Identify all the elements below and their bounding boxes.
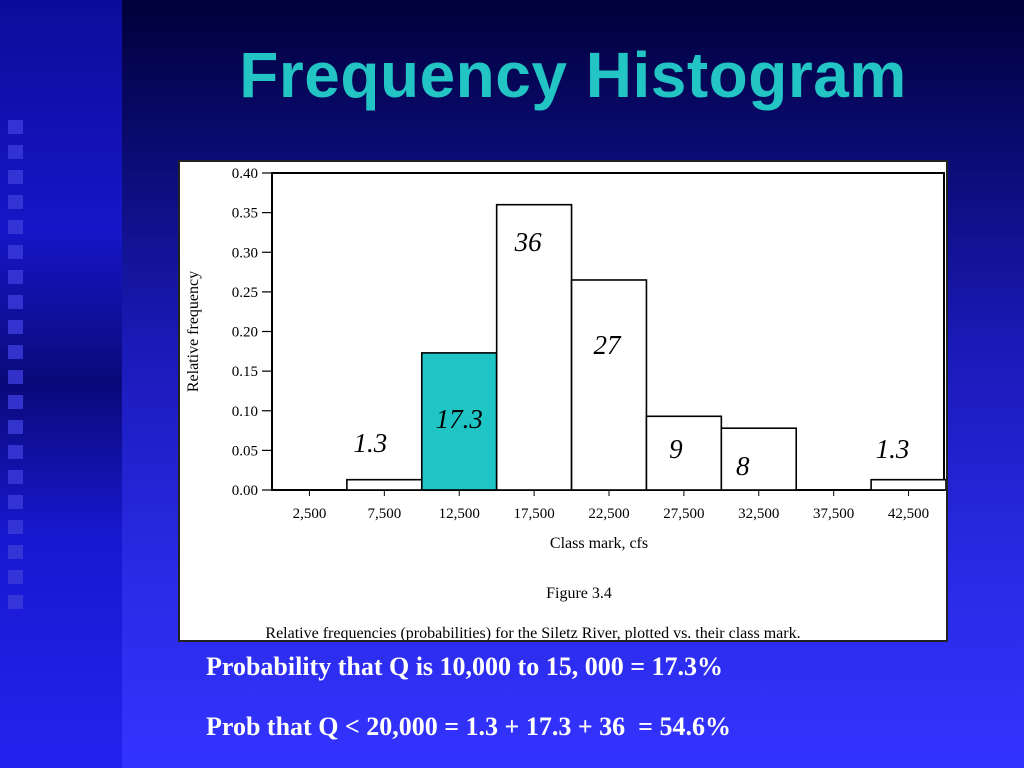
figure-caption: Relative frequencies (probabilities) for… [265,625,800,640]
x-tick-label: 12,500 [439,506,480,522]
x-tick-label: 42,500 [888,506,929,522]
bar-value-label: 17.3 [436,404,483,434]
x-tick-label: 32,500 [738,506,779,522]
x-tick-label: 22,500 [588,506,629,522]
decor-square [8,545,23,559]
bar-value-label: 1.3 [353,428,387,458]
bar-value-label: 27 [594,330,623,360]
bar-value-label: 8 [736,451,750,481]
histogram-bar [870,478,946,491]
y-tick-label: 0.40 [232,166,258,182]
decor-square [8,195,23,209]
y-tick-label: 0.10 [232,404,258,420]
decor-squares [8,120,26,620]
y-tick-label: 0.05 [232,443,258,459]
figure-label: Figure 3.4 [546,585,612,602]
decor-square [8,420,23,434]
x-tick-label: 27,500 [663,506,704,522]
decor-square [8,170,23,184]
decor-square [8,270,23,284]
decor-square [8,395,23,409]
bar-value-label: 36 [514,227,543,257]
decor-square [8,520,23,534]
x-axis-label: Class mark, cfs [550,535,648,552]
y-tick-label: 0.00 [232,483,258,499]
y-tick-label: 0.25 [232,285,258,301]
decor-square [8,570,23,584]
x-tick-label: 2,500 [293,506,327,522]
histogram-chart: 0.00 0.05 0.10 0.15 0.20 0.25 0.30 0.35 0.40 2,50… [185,166,946,640]
decor-square [8,320,23,334]
x-tick-label: 17,500 [513,506,554,522]
decor-square [8,595,23,609]
decor-square [8,370,23,384]
x-tick-label: 7,500 [367,506,401,522]
decor-square [8,470,23,484]
probability-statement-1: Probability that Q is 10,000 to 15, 000 … [206,652,724,681]
histogram-bar [570,279,648,491]
decor-square [8,220,23,234]
histogram-bar [645,415,723,491]
decor-square [8,445,23,459]
figure-panel: 0.00 0.05 0.10 0.15 0.20 0.25 0.30 0.35 0.40 2,50… [178,160,948,642]
left-decor-strip [0,0,122,768]
x-tick-label: 37,500 [813,506,854,522]
bar-value-label: 1.3 [876,434,910,464]
decor-square [8,345,23,359]
histogram-bar [346,478,423,491]
y-tick-label: 0.35 [232,206,258,222]
histogram-bar [720,427,798,491]
decor-square [8,145,23,159]
y-tick-label: 0.30 [232,245,258,261]
bar-value-label: 9 [669,434,683,464]
decor-square [8,295,23,309]
probability-statement-2: Prob that Q < 20,000 = 1.3 + 17.3 + 36 =… [206,712,731,741]
y-tick-label: 0.20 [232,325,258,341]
decor-square [8,495,23,509]
slide-title: Frequency Histogram [239,39,907,111]
y-axis-label: Relative frequency [185,271,202,392]
y-tick-label: 0.15 [232,364,258,380]
decor-square [8,245,23,259]
decor-square [8,120,23,134]
